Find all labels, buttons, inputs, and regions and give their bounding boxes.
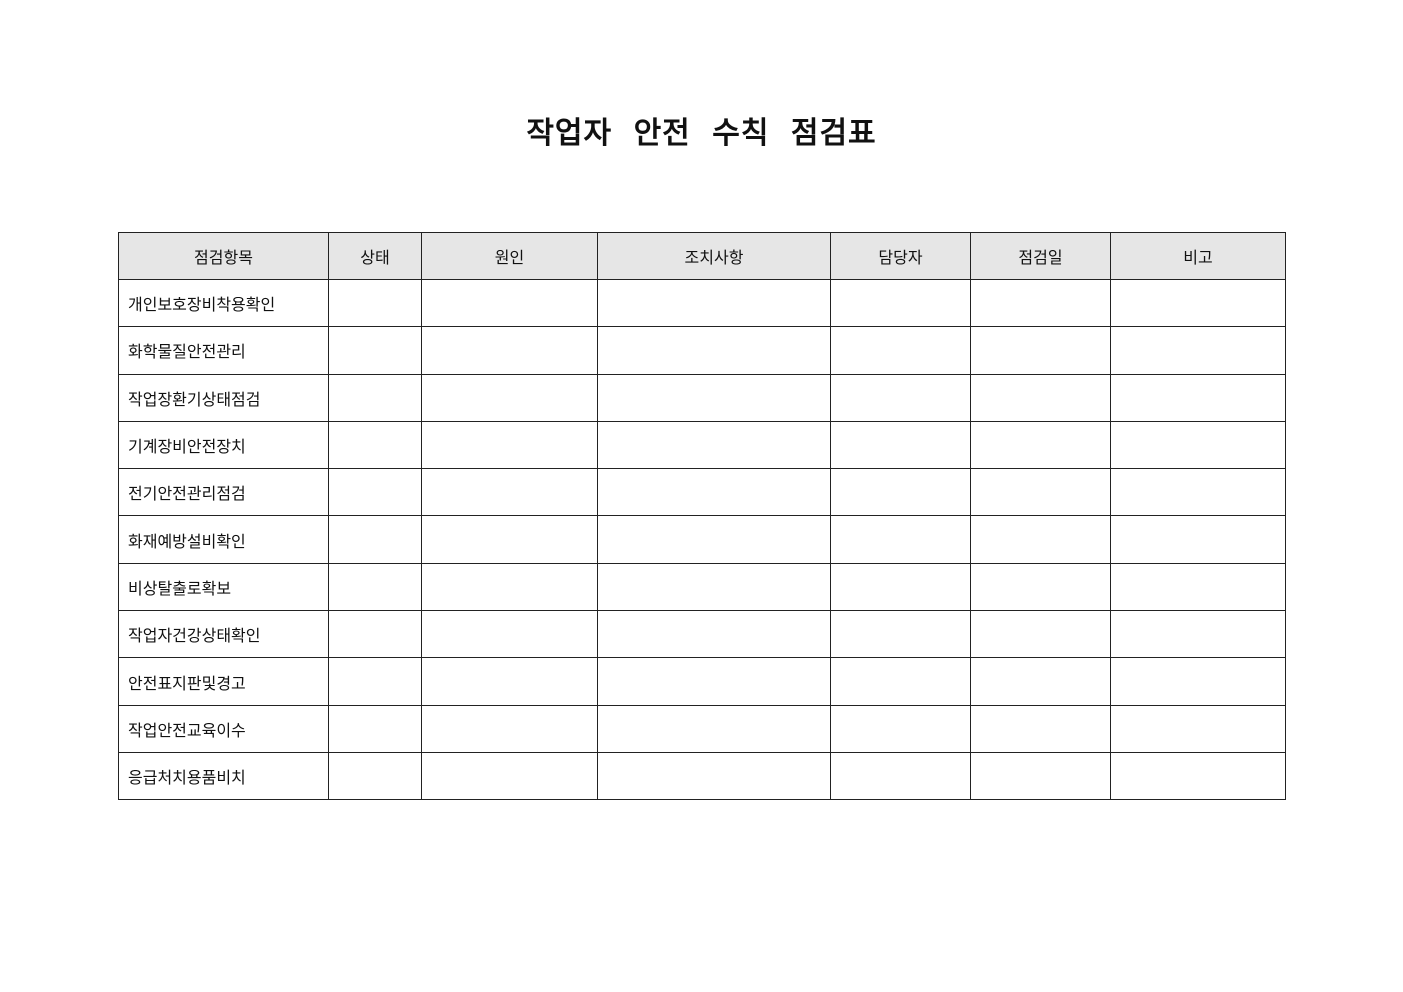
action-cell[interactable] — [597, 610, 831, 659]
check-item-cell: 작업장환기상태점검 — [118, 373, 329, 422]
cause-cell[interactable] — [421, 610, 598, 659]
manager-cell[interactable] — [830, 704, 971, 753]
manager-cell[interactable] — [830, 468, 971, 517]
manager-cell[interactable] — [830, 562, 971, 612]
table-row: 전기안전관리점검 — [118, 468, 1286, 517]
table-row: 개인보호장비착용확인 — [118, 278, 1286, 328]
cause-cell[interactable] — [421, 373, 598, 422]
note-cell[interactable] — [1110, 373, 1286, 422]
date-cell[interactable] — [970, 751, 1111, 801]
note-cell[interactable] — [1110, 657, 1286, 706]
header-note: 비고 — [1110, 232, 1286, 280]
check-item-cell: 작업안전교육이수 — [118, 704, 329, 753]
table-row: 작업장환기상태점검 — [118, 373, 1286, 422]
manager-cell[interactable] — [830, 657, 971, 706]
cause-cell[interactable] — [421, 704, 598, 753]
action-cell[interactable] — [597, 278, 831, 328]
status-cell[interactable] — [328, 373, 422, 422]
note-cell[interactable] — [1110, 610, 1286, 659]
manager-cell[interactable] — [830, 420, 971, 470]
status-cell[interactable] — [328, 610, 422, 659]
manager-cell[interactable] — [830, 326, 971, 375]
note-cell[interactable] — [1110, 704, 1286, 753]
check-item-cell: 개인보호장비착용확인 — [118, 278, 329, 328]
note-cell[interactable] — [1110, 468, 1286, 517]
date-cell[interactable] — [970, 420, 1111, 470]
cause-cell[interactable] — [421, 468, 598, 517]
cause-cell[interactable] — [421, 657, 598, 706]
note-cell[interactable] — [1110, 278, 1286, 328]
manager-cell[interactable] — [830, 278, 971, 328]
table-row: 화학물질안전관리 — [118, 326, 1286, 375]
action-cell[interactable] — [597, 515, 831, 564]
action-cell[interactable] — [597, 468, 831, 517]
header-cause: 원인 — [421, 232, 598, 280]
table-row: 기계장비안전장치 — [118, 420, 1286, 470]
action-cell[interactable] — [597, 562, 831, 612]
manager-cell[interactable] — [830, 610, 971, 659]
date-cell[interactable] — [970, 278, 1111, 328]
action-cell[interactable] — [597, 420, 831, 470]
table-row: 작업자건강상태확인 — [118, 610, 1286, 659]
manager-cell[interactable] — [830, 751, 971, 801]
status-cell[interactable] — [328, 704, 422, 753]
header-date: 점검일 — [970, 232, 1111, 280]
page-title: 작업자 안전 수칙 점검표 — [526, 116, 877, 151]
check-item-cell: 안전표지판및경고 — [118, 657, 329, 706]
note-cell[interactable] — [1110, 562, 1286, 612]
status-cell[interactable] — [328, 326, 422, 375]
action-cell[interactable] — [597, 704, 831, 753]
status-cell[interactable] — [328, 751, 422, 801]
date-cell[interactable] — [970, 515, 1111, 564]
table-row: 작업안전교육이수 — [118, 704, 1286, 753]
header-action: 조치사항 — [597, 232, 831, 280]
action-cell[interactable] — [597, 326, 831, 375]
action-cell[interactable] — [597, 751, 831, 801]
status-cell[interactable] — [328, 468, 422, 517]
status-cell[interactable] — [328, 562, 422, 612]
manager-cell[interactable] — [830, 515, 971, 564]
cause-cell[interactable] — [421, 278, 598, 328]
action-cell[interactable] — [597, 657, 831, 706]
date-cell[interactable] — [970, 373, 1111, 422]
date-cell[interactable] — [970, 468, 1111, 517]
check-item-cell: 화재예방설비확인 — [118, 515, 329, 564]
table-row: 안전표지판및경고 — [118, 657, 1286, 706]
note-cell[interactable] — [1110, 326, 1286, 375]
header-status: 상태 — [328, 232, 422, 280]
header-manager: 담당자 — [830, 232, 971, 280]
cause-cell[interactable] — [421, 420, 598, 470]
check-item-cell: 화학물질안전관리 — [118, 326, 329, 375]
date-cell[interactable] — [970, 326, 1111, 375]
table-row: 화재예방설비확인 — [118, 515, 1286, 564]
table-row: 비상탈출로확보 — [118, 562, 1286, 612]
note-cell[interactable] — [1110, 751, 1286, 801]
checklist-table: 점검항목 상태 원인 조치사항 담당자 점검일 비고 개인보호장비착용확인 화학물… — [118, 232, 1286, 801]
check-item-cell: 비상탈출로확보 — [118, 562, 329, 612]
cause-cell[interactable] — [421, 751, 598, 801]
note-cell[interactable] — [1110, 515, 1286, 564]
status-cell[interactable] — [328, 278, 422, 328]
check-item-cell: 전기안전관리점검 — [118, 468, 329, 517]
cause-cell[interactable] — [421, 515, 598, 564]
cause-cell[interactable] — [421, 562, 598, 612]
status-cell[interactable] — [328, 657, 422, 706]
status-cell[interactable] — [328, 515, 422, 564]
date-cell[interactable] — [970, 657, 1111, 706]
cause-cell[interactable] — [421, 326, 598, 375]
note-cell[interactable] — [1110, 420, 1286, 470]
header-item: 점검항목 — [118, 232, 329, 280]
action-cell[interactable] — [597, 373, 831, 422]
check-item-cell: 기계장비안전장치 — [118, 420, 329, 470]
manager-cell[interactable] — [830, 373, 971, 422]
status-cell[interactable] — [328, 420, 422, 470]
check-item-cell: 응급처치용품비치 — [118, 751, 329, 801]
header-row: 점검항목 상태 원인 조치사항 담당자 점검일 비고 — [118, 232, 1286, 280]
table-row: 응급처치용품비치 — [118, 751, 1286, 801]
date-cell[interactable] — [970, 562, 1111, 612]
date-cell[interactable] — [970, 610, 1111, 659]
date-cell[interactable] — [970, 704, 1111, 753]
check-item-cell: 작업자건강상태확인 — [118, 610, 329, 659]
